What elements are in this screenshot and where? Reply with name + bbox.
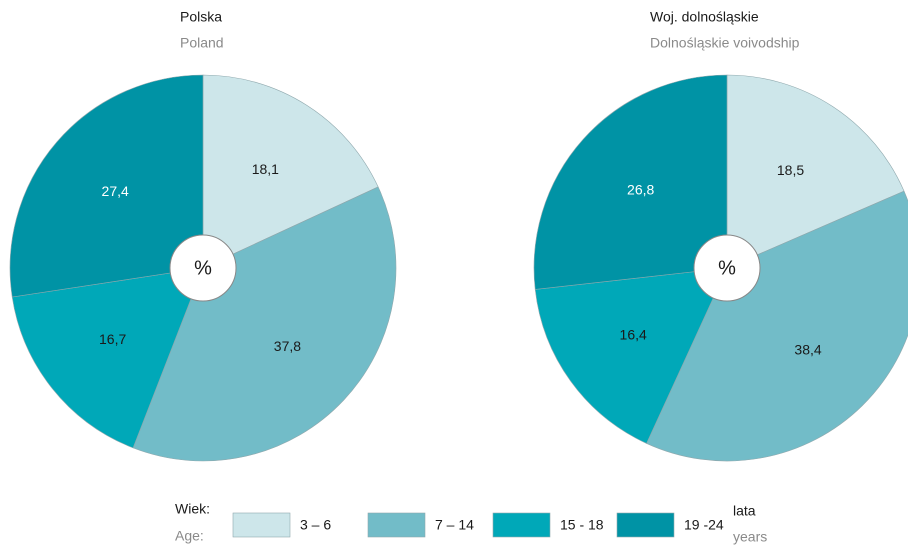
pie-slice	[202, 74, 379, 269]
legend-swatch	[367, 512, 426, 538]
legend-swatch	[232, 512, 291, 538]
data-label: 38,4	[794, 341, 821, 357]
center-label: %	[718, 257, 736, 279]
legend-swatch	[492, 512, 551, 538]
data-label: 27,4	[102, 183, 129, 199]
legend-label: 19 -24	[684, 517, 724, 533]
legend-subtitle: Age:	[175, 528, 204, 544]
center-hole	[693, 234, 761, 302]
data-label: 37,8	[274, 338, 301, 354]
legend-swatch	[616, 512, 675, 538]
pie-slice	[726, 74, 905, 269]
legend-unit: lata	[733, 503, 756, 519]
chart-subtitle: Poland	[180, 35, 224, 51]
pie-slice	[533, 74, 728, 290]
pie-slice	[132, 186, 397, 462]
data-label: 18,1	[252, 161, 279, 177]
legend-label: 7 – 14	[435, 517, 474, 533]
legend-label: 15 - 18	[560, 517, 604, 533]
legend-unit-subtitle: years	[733, 529, 767, 545]
legend-label: 3 – 6	[300, 517, 331, 533]
chart-title: Polska	[180, 9, 222, 25]
pie-slice	[9, 74, 204, 298]
data-label: 16,4	[620, 327, 647, 343]
legend-title: Wiek:	[175, 501, 210, 517]
center-hole	[169, 234, 237, 302]
chart-subtitle: Dolnośląskie voivodship	[650, 35, 800, 51]
pie-slice	[646, 190, 908, 462]
center-label: %	[194, 257, 212, 279]
data-label: 18,5	[777, 162, 804, 178]
chart-title: Woj. dolnośląskie	[650, 9, 759, 25]
data-label: 26,8	[627, 182, 654, 198]
pie-slice	[534, 267, 728, 444]
pie-slice	[11, 267, 204, 449]
data-label: 16,7	[99, 331, 126, 347]
